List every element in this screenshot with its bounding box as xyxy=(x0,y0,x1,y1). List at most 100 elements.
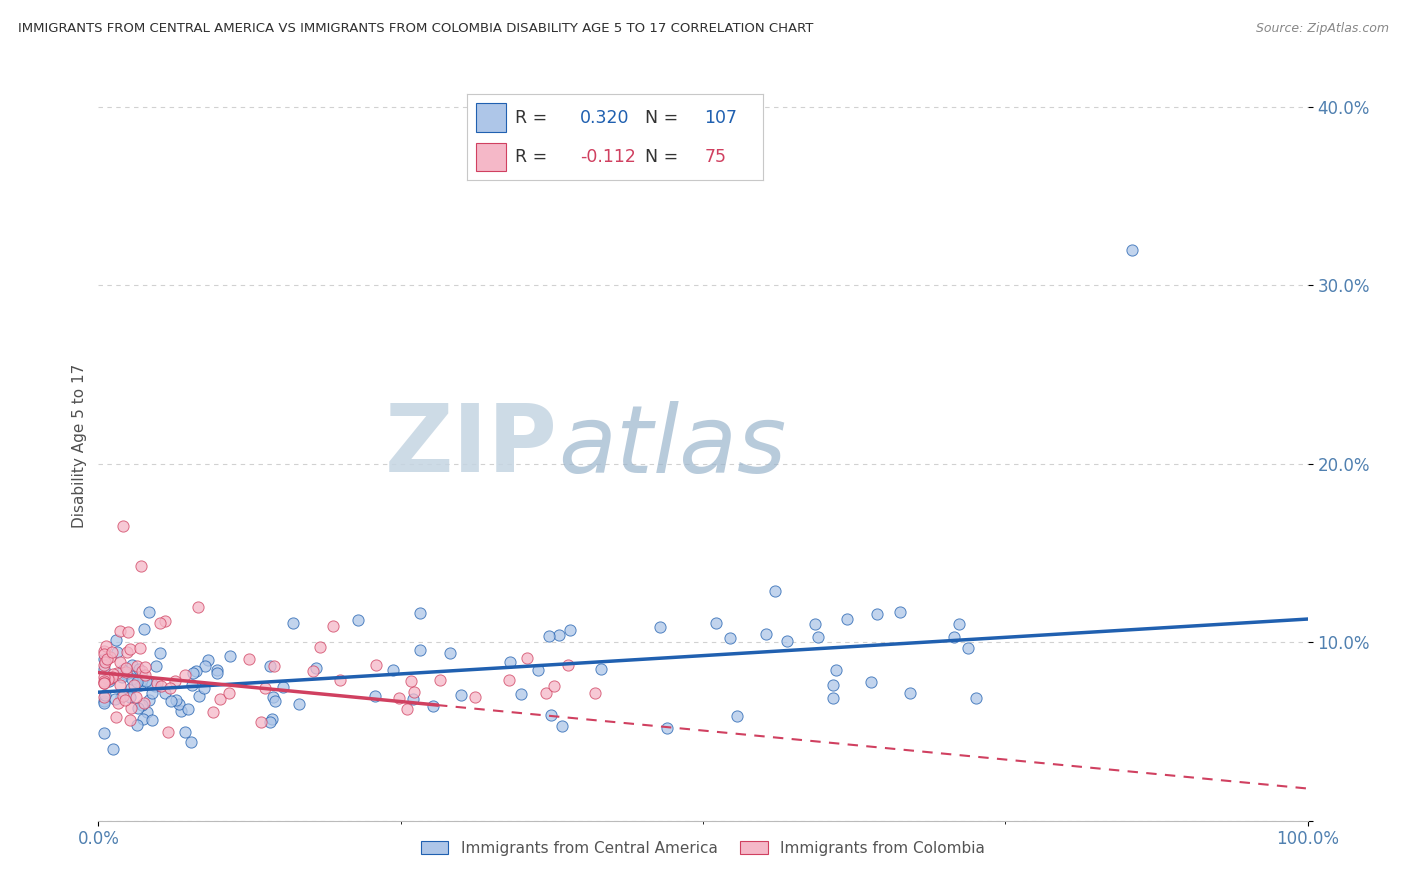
Text: Source: ZipAtlas.com: Source: ZipAtlas.com xyxy=(1256,22,1389,36)
Point xyxy=(94,688,117,702)
Point xyxy=(93,694,115,708)
Point xyxy=(93,690,115,704)
Point xyxy=(537,629,560,643)
Point xyxy=(120,700,142,714)
Point xyxy=(129,558,152,573)
Point xyxy=(132,713,155,727)
Point xyxy=(439,646,461,660)
Point xyxy=(160,693,183,707)
Point xyxy=(93,674,115,689)
Point xyxy=(149,679,172,693)
Point xyxy=(177,702,200,716)
Point xyxy=(301,665,323,679)
Point xyxy=(821,677,844,691)
Point xyxy=(153,686,176,700)
Point xyxy=(97,673,120,687)
Point xyxy=(583,686,606,700)
Point xyxy=(107,645,129,659)
Point xyxy=(110,655,132,669)
Point xyxy=(218,686,240,700)
Point xyxy=(163,673,186,688)
Point xyxy=(93,658,115,673)
Point xyxy=(718,631,741,645)
Point xyxy=(96,652,118,666)
Point xyxy=(112,663,135,677)
Point xyxy=(706,615,728,630)
Point xyxy=(122,665,145,680)
Point xyxy=(93,644,115,658)
Point xyxy=(262,712,284,726)
Point xyxy=(181,665,204,680)
Point xyxy=(550,719,572,733)
Point xyxy=(108,678,131,692)
Text: IMMIGRANTS FROM CENTRAL AMERICA VS IMMIGRANTS FROM COLOMBIA DISABILITY AGE 5 TO : IMMIGRANTS FROM CENTRAL AMERICA VS IMMIG… xyxy=(18,22,814,36)
Point xyxy=(127,701,149,715)
Point xyxy=(866,607,889,621)
Text: atlas: atlas xyxy=(558,401,786,491)
Point xyxy=(117,625,139,640)
Point xyxy=(186,664,208,678)
Point xyxy=(329,673,352,688)
Point xyxy=(898,686,921,700)
Point xyxy=(498,673,520,687)
Point xyxy=(860,675,883,690)
Point xyxy=(547,628,569,642)
Point xyxy=(942,630,965,644)
Point xyxy=(450,688,472,702)
Point xyxy=(558,624,581,638)
Point xyxy=(93,726,115,740)
Point xyxy=(114,692,136,706)
Point xyxy=(263,658,285,673)
Point xyxy=(146,676,169,690)
Point xyxy=(173,668,195,682)
Point xyxy=(149,646,172,660)
Point xyxy=(121,657,143,672)
Point xyxy=(114,661,136,675)
Point xyxy=(366,657,388,672)
Point xyxy=(835,612,858,626)
Point xyxy=(94,639,117,653)
Point xyxy=(121,681,143,695)
Point xyxy=(263,694,285,708)
Point xyxy=(111,670,134,684)
Point xyxy=(281,616,304,631)
Point xyxy=(534,686,557,700)
Point xyxy=(104,633,127,648)
Point xyxy=(187,599,209,614)
Point xyxy=(889,605,911,619)
Point xyxy=(101,667,124,681)
Point xyxy=(402,692,425,706)
Point xyxy=(527,663,550,677)
Point xyxy=(157,725,180,739)
Point xyxy=(207,665,229,680)
Point xyxy=(141,714,163,728)
Text: ZIP: ZIP xyxy=(385,400,558,492)
Point xyxy=(118,690,141,704)
Point xyxy=(347,613,370,627)
Point xyxy=(104,691,127,706)
Y-axis label: Disability Age 5 to 17: Disability Age 5 to 17 xyxy=(72,364,87,528)
Point xyxy=(180,678,202,692)
Point xyxy=(429,673,451,687)
Point xyxy=(100,645,122,659)
Point xyxy=(131,673,153,687)
Point xyxy=(288,697,311,711)
Point xyxy=(422,699,444,714)
Point xyxy=(143,679,166,693)
Point xyxy=(499,656,522,670)
Point xyxy=(173,725,195,739)
Point xyxy=(167,697,190,711)
Point xyxy=(755,627,778,641)
Point xyxy=(201,706,224,720)
Point xyxy=(557,657,579,672)
Point xyxy=(763,583,786,598)
Point xyxy=(655,721,678,735)
Point xyxy=(110,624,132,639)
Point xyxy=(188,689,211,703)
Point xyxy=(194,659,217,673)
Point xyxy=(93,662,115,676)
Point xyxy=(259,715,281,730)
Point xyxy=(650,620,672,634)
Point xyxy=(776,634,799,648)
Point xyxy=(118,713,141,727)
